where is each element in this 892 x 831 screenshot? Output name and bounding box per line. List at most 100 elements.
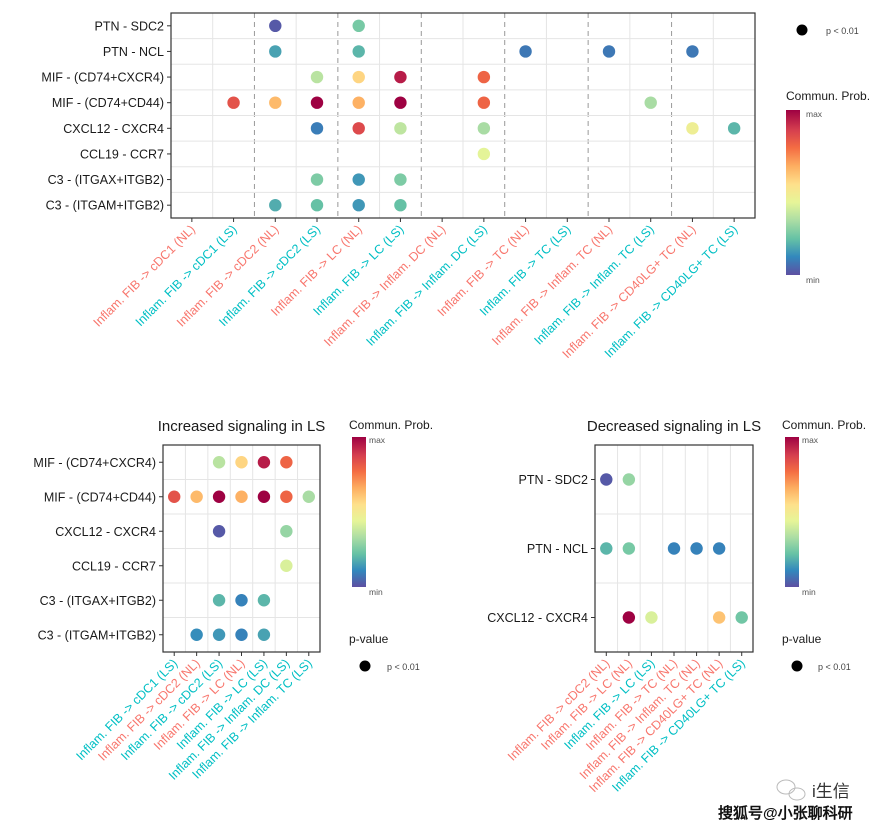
top-legend: p < 0.01 Commun. Prob. max min: [786, 24, 870, 285]
watermark-brand: i生信: [812, 782, 850, 801]
data-point: [212, 628, 226, 641]
legend-min-label: min: [802, 587, 816, 597]
data-point: [168, 490, 181, 503]
data-point: [686, 122, 699, 135]
legend-min-label: min: [369, 587, 383, 597]
data-point: [280, 456, 293, 469]
data-point: [519, 45, 532, 58]
data-point: [269, 198, 282, 212]
data-point: [602, 45, 616, 58]
data-point: [600, 473, 613, 486]
y-tick-label: MIF - (CD74+CD44): [52, 96, 164, 110]
data-point: [269, 96, 282, 109]
legend-color-title: Commun. Prob.: [349, 418, 433, 432]
wechat-icon: [776, 779, 806, 801]
data-point: [280, 525, 293, 538]
data-point: [352, 173, 365, 186]
data-point: [394, 96, 407, 109]
y-tick-label: C3 - (ITGAM+ITGB2): [38, 628, 156, 642]
chart-title: Increased signaling in LS: [158, 418, 326, 435]
data-point: [477, 122, 491, 135]
data-point: [280, 490, 293, 503]
y-tick-label: PTN - NCL: [103, 45, 164, 59]
data-point: [227, 96, 240, 109]
data-point: [352, 70, 365, 84]
data-point: [212, 525, 226, 538]
data-point: [235, 456, 248, 469]
data-point: [310, 122, 324, 135]
legend-pvalue-label: p < 0.01: [387, 662, 420, 672]
y-tick-label: MIF - (CD74+CXCR4): [33, 456, 156, 470]
legend-colorbar: [786, 110, 800, 275]
data-point: [190, 628, 203, 641]
data-point: [352, 122, 365, 135]
y-tick-label: PTN - SDC2: [95, 19, 165, 33]
y-tick-label: PTN - NCL: [527, 542, 588, 556]
increased-legend: Commun. Prob. max min p-value p < 0.01: [349, 418, 433, 672]
data-point: [394, 198, 407, 212]
data-point: [690, 542, 703, 555]
legend-pvalue-dot: [791, 660, 803, 672]
y-tick-label: C3 - (ITGAM+ITGB2): [46, 199, 164, 213]
y-tick-label: C3 - (ITGAX+ITGB2): [40, 594, 156, 608]
chart-title: Decreased signaling in LS: [587, 418, 761, 435]
data-point: [235, 490, 248, 503]
data-point: [257, 628, 271, 641]
data-point: [280, 559, 293, 572]
plot-border: [170, 12, 756, 219]
data-point: [394, 122, 407, 135]
legend-color-title: Commun. Prob.: [786, 89, 870, 103]
legend-max-label: max: [806, 109, 823, 119]
legend-pvalue-label: p < 0.01: [818, 662, 851, 672]
data-point: [257, 594, 271, 607]
y-tick-label: C3 - (ITGAX+ITGB2): [48, 173, 164, 187]
data-point: [310, 70, 324, 84]
y-tick-label: CCL19 - CCR7: [80, 147, 164, 161]
y-tick-label: MIF - (CD74+CXCR4): [41, 71, 164, 85]
data-point: [352, 45, 365, 58]
data-point: [645, 611, 658, 624]
data-point: [310, 173, 324, 186]
legend-pvalue-dot: [359, 660, 371, 672]
legend-pvalue-title: p-value: [349, 632, 389, 646]
legend-colorbar: [785, 437, 799, 587]
data-point: [727, 122, 741, 135]
legend-min-label: min: [806, 275, 820, 285]
y-tick-label: CXCL12 - CXCR4: [55, 525, 156, 539]
data-point: [212, 456, 226, 469]
y-tick-label: CXCL12 - CXCR4: [63, 122, 164, 136]
data-point: [269, 19, 282, 33]
watermark-text: 搜狐号@小张聊科研: [718, 804, 853, 822]
data-point: [394, 70, 407, 84]
y-tick-label: MIF - (CD74+CD44): [44, 490, 156, 504]
data-point: [686, 45, 699, 58]
data-point: [477, 96, 491, 109]
data-point: [600, 542, 613, 555]
data-point: [310, 96, 324, 109]
legend-color-title: Commun. Prob.: [782, 418, 866, 432]
data-point: [644, 96, 657, 109]
y-tick-label: PTN - SDC2: [519, 473, 589, 487]
data-point: [622, 542, 636, 555]
decreased-legend: Commun. Prob. max min p-value p < 0.01: [782, 418, 866, 672]
data-point: [394, 173, 407, 186]
data-point: [257, 490, 271, 503]
data-point: [622, 473, 636, 486]
data-point: [477, 70, 491, 84]
data-point: [352, 19, 365, 33]
watermark: i生信 搜狐号@小张聊科研: [718, 779, 853, 822]
data-point: [235, 628, 248, 641]
y-tick-label: CXCL12 - CXCR4: [487, 611, 588, 625]
decreased-signaling-panel: Decreased signaling in LS PTN - SDC2 PTN -…: [487, 418, 761, 795]
data-point: [235, 594, 248, 607]
data-point: [352, 96, 365, 109]
data-point: [352, 198, 365, 212]
increased-signaling-panel: Increased signaling in LS MIF - (CD74+CXC…: [33, 418, 325, 783]
data-point: [269, 45, 282, 58]
data-point: [212, 594, 226, 607]
legend-pvalue-label: p < 0.01: [826, 26, 859, 36]
data-point: [212, 490, 226, 503]
all-signaling-panel: PTN - SDC2 PTN - NCL MIF - (CD74+CXCR4) MIF…: [41, 12, 756, 361]
legend-colorbar: [352, 437, 366, 587]
